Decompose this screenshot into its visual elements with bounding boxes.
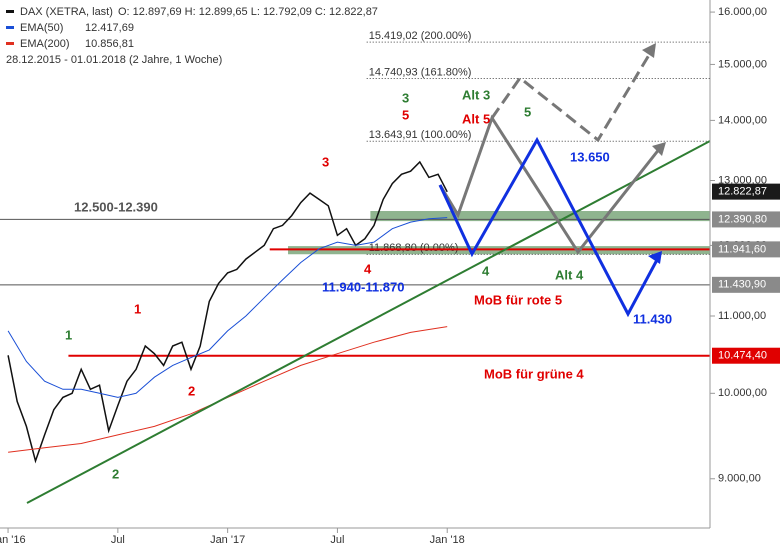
period: 28.12.2015 - 01.01.2018 (2 Jahre, 1 Woch… [6,54,222,66]
wave-label: 3 [402,90,409,105]
mob-label: MoB für grüne 4 [484,366,584,381]
legend-value: 10.856,81 [85,38,134,50]
y-tick-label: 15.000,00 [718,58,767,70]
y-tick-label: 11.000,00 [718,310,766,322]
legend-swatch [6,10,14,13]
gray-dashed-path [490,49,654,143]
legend-value: 12.417,69 [85,22,134,34]
price-box [712,276,780,293]
target-label: 11.430 [633,311,672,326]
arrow [648,251,662,264]
wave-label: 3 [322,154,329,169]
price-box [712,347,780,364]
x-tick-label: Jul [330,534,344,546]
series-line [7,217,448,398]
wave-label: 2 [188,383,195,398]
wave-label: 1 [134,301,141,316]
alt-label: Alt 5 [462,111,490,126]
wave-label: 4 [364,261,372,276]
price-label: 11.941,60 [718,243,766,255]
blue-path [438,136,660,318]
price-box [712,183,780,200]
fib-label: 13.643,91 (100.00%) [369,129,472,141]
plot-back: 15.419,02 (200.00%)14.740,93 (161.80%)13… [0,30,710,357]
wave-label: 1 [65,327,72,342]
wave-label: 4 [482,263,490,278]
fib-label: 11.868,80 (0.00%) [369,242,459,254]
legend-name: EMA(200) [20,38,70,50]
wave-label: 2 [112,466,119,481]
mob-label: MoB für rote 5 [474,292,562,307]
series-line [7,160,448,464]
trend-line [26,140,711,504]
target-label: 13.650 [570,149,610,164]
annotations: 1 1 2 2 3 3 5 4 4 5 Alt 3 Alt 5 Alt 4 12… [65,87,672,481]
y-tick-label: 9.000,00 [718,473,761,485]
price-label: 12.390,80 [718,213,767,225]
wave-label: 5 [524,104,531,119]
arrow [642,43,656,58]
x-tick-label: Jul [111,534,125,546]
zone-label: 12.500-12.390 [74,199,158,214]
fib-label: 14.740,93 (161.80%) [369,66,472,78]
legend-name: EMA(50) [20,22,63,34]
y-tick-label: 10.000,00 [718,387,767,399]
zone-band [370,211,710,222]
legend: 28.12.2015 - 01.01.2018 (2 Jahre, 1 Woch… [6,6,378,66]
y-tick-label: 16.000,00 [718,6,767,18]
legend-name: DAX (XETRA, last) [20,6,113,18]
wave-label: 5 [402,107,409,122]
alt-label: Alt 3 [462,87,490,102]
legend-swatch [6,26,14,29]
zone-label: 11.940-11.870 [322,279,404,294]
legend-value: O: 12.897,69 H: 12.899,65 L: 12.792,09 C… [118,6,378,18]
x-tick-label: Jan '18 [430,534,465,546]
price-label: 11.430,90 [718,279,766,291]
arrow [652,142,666,156]
y-tick-label: 14.000,00 [718,114,767,126]
price-label: 10.474,40 [718,350,767,362]
fib-label: 15.419,02 (200.00%) [369,30,472,42]
legend-swatch [6,42,14,45]
price-label: 12.822,87 [718,186,767,198]
x-tick-label: Jan '16 [0,534,26,546]
x-tick-label: Jan '17 [210,534,245,546]
projections [26,43,711,504]
alt-label: Alt 4 [555,267,584,282]
y-tick-label: 13.000,00 [718,174,767,186]
price-box [712,241,780,258]
price-box [712,211,780,228]
